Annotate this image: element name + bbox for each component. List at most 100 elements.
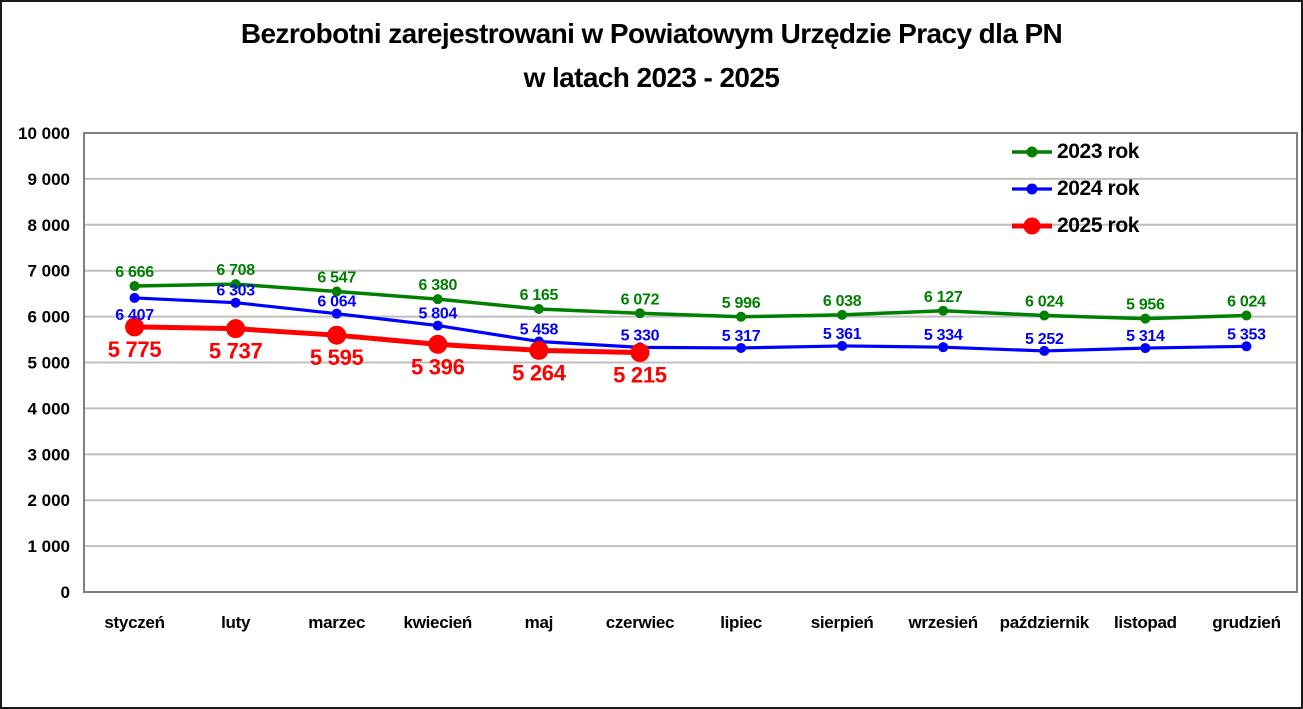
data-point-label: 6 380	[419, 277, 458, 294]
y-tick-label: 2 000	[27, 491, 70, 510]
x-tick-label: lipiec	[720, 613, 762, 632]
series-line	[132, 324, 643, 356]
chart-legend: 2023 rok 2024 rok 2025 rok	[1010, 133, 1139, 244]
y-tick-label: 10 000	[18, 124, 70, 143]
series-2024-rok	[129, 292, 1252, 356]
legend-label: 2024 rok	[1057, 176, 1140, 200]
legend-item-2023: 2023 rok	[1010, 133, 1139, 170]
data-point-marker	[1140, 343, 1151, 354]
data-point-marker	[432, 294, 443, 305]
series-labels-2024-rok: 6 407 6 303 6 064 5 804 5 458 5 330 5 317 5 361…	[115, 283, 1266, 348]
y-tick-label: 6 000	[27, 308, 70, 327]
x-tick-label: maj	[525, 613, 553, 632]
x-tick-label: listopad	[1114, 613, 1177, 632]
data-point-marker	[634, 308, 645, 319]
data-point-marker	[529, 340, 549, 360]
data-point-label: 6 127	[924, 289, 963, 306]
data-point-label: 6 064	[317, 294, 356, 311]
data-point-label: 6 038	[823, 293, 862, 310]
data-point-label: 5 361	[823, 326, 862, 343]
data-point-marker	[428, 334, 448, 354]
data-point-marker	[837, 309, 848, 320]
x-tick-label: luty	[221, 613, 251, 632]
data-point-label: 6 666	[115, 264, 154, 281]
y-tick-label: 9 000	[27, 170, 70, 189]
data-point-marker	[432, 320, 443, 331]
chart-title-line2: w latach 2023 - 2025	[523, 62, 780, 93]
data-point-label: 5 252	[1025, 331, 1064, 348]
legend-label: 2023 rok	[1057, 139, 1140, 163]
series-line	[132, 296, 1249, 353]
data-point-marker	[837, 340, 848, 351]
data-point-label: 6 024	[1227, 293, 1266, 310]
data-point-label: 5 334	[924, 327, 963, 344]
data-point-marker	[327, 325, 347, 345]
x-tick-label: sierpień	[811, 613, 874, 632]
y-tick-label: 4 000	[27, 399, 70, 418]
y-axis-labels: 10 000 9 000 8 000 7 000 6 000 5 000 4 000 3 00…	[18, 124, 70, 602]
data-point-label: 6 708	[216, 262, 255, 279]
data-point-label: 5 956	[1126, 297, 1165, 314]
data-point-marker	[125, 317, 145, 337]
data-point-marker	[630, 343, 650, 363]
legend-item-2025: 2025 rok	[1010, 207, 1139, 244]
data-point-marker	[129, 281, 140, 292]
data-point-marker	[938, 305, 949, 316]
data-point-marker	[129, 292, 140, 303]
data-point-label: 6 547	[317, 269, 356, 286]
data-point-marker	[1140, 313, 1151, 324]
data-point-marker	[1039, 345, 1050, 356]
series-line	[132, 282, 1249, 321]
x-tick-label: styczeń	[104, 613, 164, 632]
legend-marker-icon	[1012, 183, 1052, 194]
y-tick-label: 0	[61, 583, 70, 602]
data-point-label: 5 775	[108, 337, 162, 362]
x-tick-label: październik	[1000, 613, 1090, 632]
data-point-marker	[736, 311, 747, 322]
y-tick-label: 3 000	[27, 445, 70, 464]
data-point-marker	[230, 297, 241, 308]
legend-marker-icon	[1012, 217, 1052, 234]
data-point-label: 5 353	[1227, 326, 1266, 343]
y-tick-label: 5 000	[27, 354, 70, 373]
data-point-marker	[331, 286, 342, 297]
y-tick-label: 7 000	[27, 262, 70, 281]
x-tick-label: czerwiec	[606, 613, 674, 632]
data-point-label: 5 396	[411, 354, 465, 379]
x-tick-label: marzec	[308, 613, 365, 632]
data-point-marker	[736, 342, 747, 353]
series-2023-rok	[129, 279, 1252, 324]
x-tick-label: grudzień	[1212, 613, 1280, 632]
series-2025-rok	[125, 317, 650, 363]
data-point-marker	[1039, 310, 1050, 321]
x-axis-labels: styczeń luty marzec kwiecień maj czerwiec lipi…	[104, 613, 1281, 632]
data-point-marker	[1241, 341, 1252, 352]
series-labels-2025-rok: 5 775 5 737 5 595 5 396 5 264 5 215	[108, 337, 667, 388]
data-point-marker	[230, 279, 241, 290]
data-point-marker	[226, 319, 246, 339]
chart-title-line1: Bezrobotni zarejestrowani w Powiatowym U…	[240, 18, 1063, 49]
data-point-marker	[533, 304, 544, 315]
chart-title: Bezrobotni zarejestrowani w Powiatowym U…	[2, 12, 1301, 100]
x-tick-label: wrzesień	[907, 613, 977, 632]
data-point-label: 5 314	[1126, 328, 1165, 345]
data-point-marker	[331, 308, 342, 319]
y-tick-label: 1 000	[27, 537, 70, 556]
y-tick-label: 8 000	[27, 216, 70, 235]
data-point-label: 5 317	[722, 328, 761, 345]
data-point-marker	[938, 342, 949, 353]
x-tick-label: kwiecień	[404, 613, 472, 632]
data-point-marker	[1241, 310, 1252, 321]
legend-item-2024: 2024 rok	[1010, 170, 1139, 207]
data-point-label: 5 804	[419, 306, 458, 323]
data-point-label: 6 165	[520, 287, 559, 304]
data-point-label: 6 303	[216, 283, 255, 300]
data-point-label: 5 215	[613, 363, 667, 388]
legend-marker-icon	[1012, 146, 1052, 157]
data-point-label: 6 407	[115, 307, 154, 324]
data-point-label: 6 072	[621, 291, 660, 308]
plot-border	[83, 132, 1298, 593]
data-point-label: 5 737	[209, 339, 263, 364]
